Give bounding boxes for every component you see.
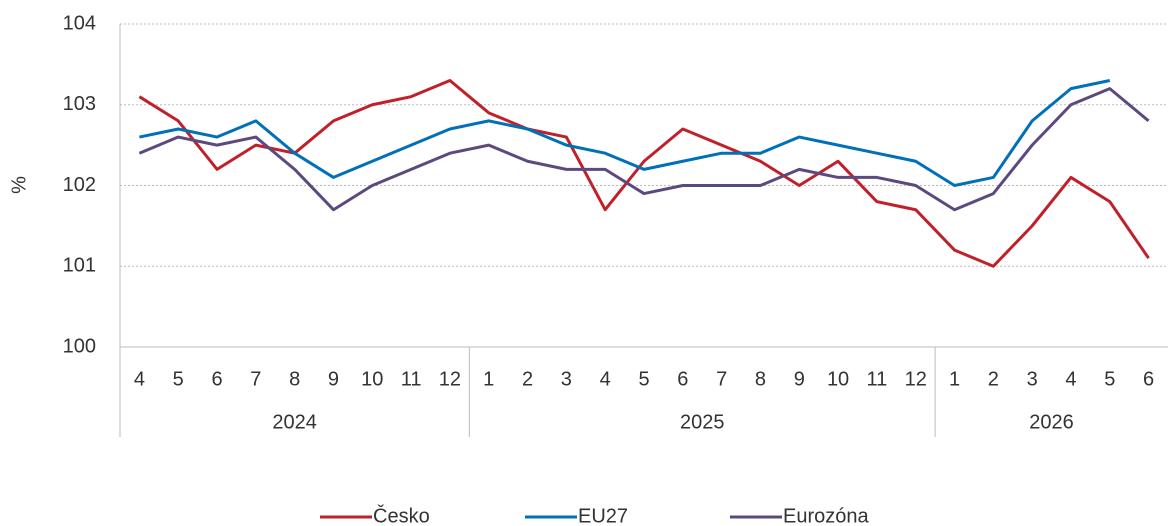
year-label: 2026 <box>1029 411 1074 433</box>
x-tick-label: 12 <box>905 368 927 390</box>
x-tick-label: 5 <box>1104 368 1115 390</box>
x-tick-label: 7 <box>250 368 261 390</box>
series-line <box>138 87 1150 212</box>
x-tick-label: 5 <box>173 368 184 390</box>
x-tick-label: 4 <box>134 368 145 390</box>
x-tick-label: 4 <box>1065 368 1076 390</box>
x-tick-label: 2 <box>522 368 533 390</box>
x-tick-label: 10 <box>361 368 383 390</box>
y-tick-label: 100 <box>63 335 96 357</box>
x-tick-label: 11 <box>867 368 888 390</box>
x-tick-label: 6 <box>211 368 222 390</box>
legend-label: Eurozóna <box>783 505 869 526</box>
series-line <box>139 79 1111 187</box>
x-tick-label: 8 <box>289 368 300 390</box>
x-tick-label: 4 <box>600 368 611 390</box>
y-tick-label: 102 <box>63 174 96 196</box>
legend-label: Česko <box>373 504 430 526</box>
y-tick-label: 101 <box>63 255 96 277</box>
legend-label: EU27 <box>578 505 628 526</box>
y-tick-label: 103 <box>63 93 96 115</box>
x-tick-label: 6 <box>677 368 688 390</box>
x-tick-label: 5 <box>638 368 649 390</box>
x-tick-label: 2 <box>988 368 999 390</box>
year-label: 2024 <box>272 411 317 433</box>
y-tick-label: 104 <box>63 12 96 34</box>
series-line <box>138 79 1150 268</box>
year-label: 2025 <box>680 411 725 433</box>
x-tick-label: 3 <box>1027 368 1038 390</box>
x-tick-label: 9 <box>794 368 805 390</box>
x-tick-label: 8 <box>755 368 766 390</box>
x-tick-label: 12 <box>439 368 461 390</box>
x-tick-label: 11 <box>401 368 422 390</box>
x-tick-label: 1 <box>483 368 494 390</box>
x-tick-label: 3 <box>561 368 572 390</box>
x-tick-label: 1 <box>949 368 960 390</box>
y-axis-label: % <box>8 176 30 194</box>
x-tick-label: 10 <box>827 368 849 390</box>
x-tick-label: 6 <box>1143 368 1154 390</box>
x-tick-label: 7 <box>716 368 727 390</box>
x-tick-label: 9 <box>328 368 339 390</box>
